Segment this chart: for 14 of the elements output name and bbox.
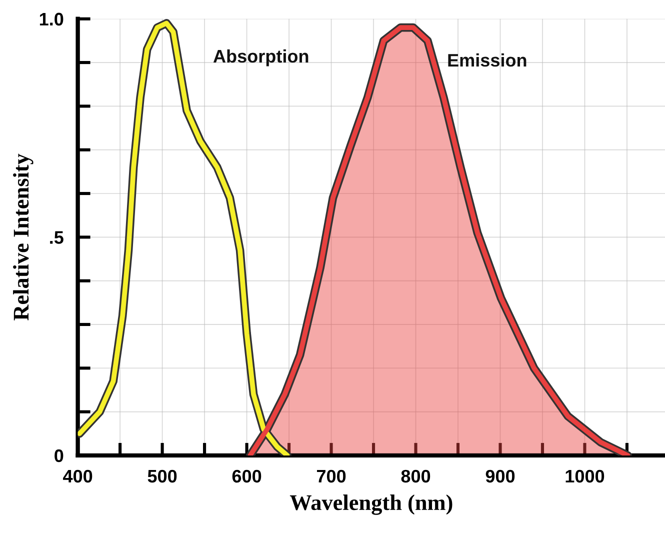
x-tick-label: 400 <box>63 470 92 483</box>
y-axis-title: Relative Intensity <box>13 154 34 320</box>
x-tick-label: 600 <box>232 470 262 483</box>
y-tick-label: 1.0 <box>40 12 64 26</box>
y-tick-label: .5 <box>50 231 64 244</box>
x-tick-label: 700 <box>316 470 346 483</box>
x-tick-label: 1000 <box>566 470 604 483</box>
x-tick-label: 500 <box>148 470 177 483</box>
series-label: Absorption <box>213 49 308 66</box>
x-axis-title: Wavelength (nm) <box>290 494 452 515</box>
y-tick-label: 0 <box>54 449 64 462</box>
x-tick-label: 800 <box>401 470 430 483</box>
series-label: Emission <box>448 53 526 67</box>
x-tick-label: 900 <box>486 470 515 483</box>
